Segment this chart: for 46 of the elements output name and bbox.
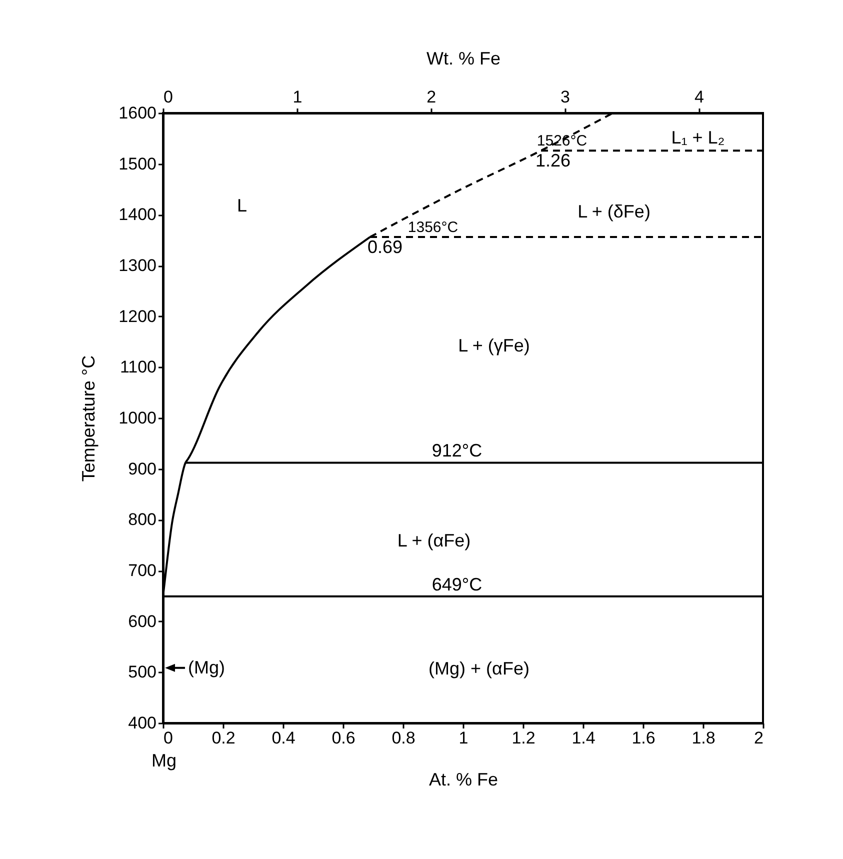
y-tick-label: 400 <box>128 714 156 732</box>
annotation: L + (αFe) <box>397 530 471 552</box>
y-tick-label: 1500 <box>118 154 156 174</box>
annotation: 912°C <box>432 440 482 461</box>
x2-tick-label: 2 <box>426 88 436 106</box>
y-tick-label: 1200 <box>118 306 156 326</box>
x-tick-label: 0.2 <box>212 728 236 748</box>
y-tick-label: 1100 <box>120 358 156 377</box>
x-tick-label: 1.8 <box>692 728 716 748</box>
x-axis-title: At. % Fe <box>428 770 498 790</box>
annotation: (Mg) + (αFe) <box>428 658 530 680</box>
annotation: 1.26 <box>535 150 571 171</box>
annotation: 1356°C <box>408 219 458 236</box>
x-tick-label: 0.6 <box>332 728 356 748</box>
annotation: (Mg) <box>188 657 225 678</box>
x2-axis-title: Wt. % Fe <box>426 48 501 68</box>
annotation: 1526°C <box>536 132 588 150</box>
y-tick-label: 600 <box>128 612 156 631</box>
y-tick-label: 1000 <box>118 408 156 428</box>
x-tick-label: 1.4 <box>572 728 596 748</box>
annotation: L + (δFe) <box>578 201 650 222</box>
y-tick-label: 700 <box>128 561 156 580</box>
x-tick-label: 0.4 <box>272 728 296 748</box>
annotation: 649°C <box>432 574 482 594</box>
annotation: L + (γFe) <box>458 335 530 356</box>
y-tick-label: 1300 <box>118 256 156 275</box>
y-tick-label: 900 <box>128 459 156 478</box>
y-tick-label: 500 <box>128 662 156 682</box>
x-tick-label: 0.8 <box>392 728 416 748</box>
y-tick-label: 800 <box>128 510 156 530</box>
y-axis-title: Temperature °C <box>78 355 99 482</box>
x2-tick-label: 0 <box>164 88 173 106</box>
annotation: 0.69 <box>367 237 403 258</box>
x-tick-label: 1 <box>458 728 468 748</box>
x2-tick-label: 1 <box>292 88 302 106</box>
y-tick-label: 1400 <box>118 205 156 224</box>
x2-tick-label: 4 <box>694 88 704 106</box>
y-tick-label: 1600 <box>118 104 156 122</box>
x-tick-label: 0 <box>164 728 173 748</box>
annotation: L <box>236 195 248 216</box>
annotation: L₁ + L₂ <box>671 128 725 149</box>
x2-tick-label: 3 <box>560 88 570 106</box>
x-tick-label: 1.2 <box>512 728 536 748</box>
x-tick-label: 1.6 <box>632 728 656 748</box>
text: Mg <box>151 750 177 772</box>
x-tick-label: 2 <box>754 728 764 748</box>
